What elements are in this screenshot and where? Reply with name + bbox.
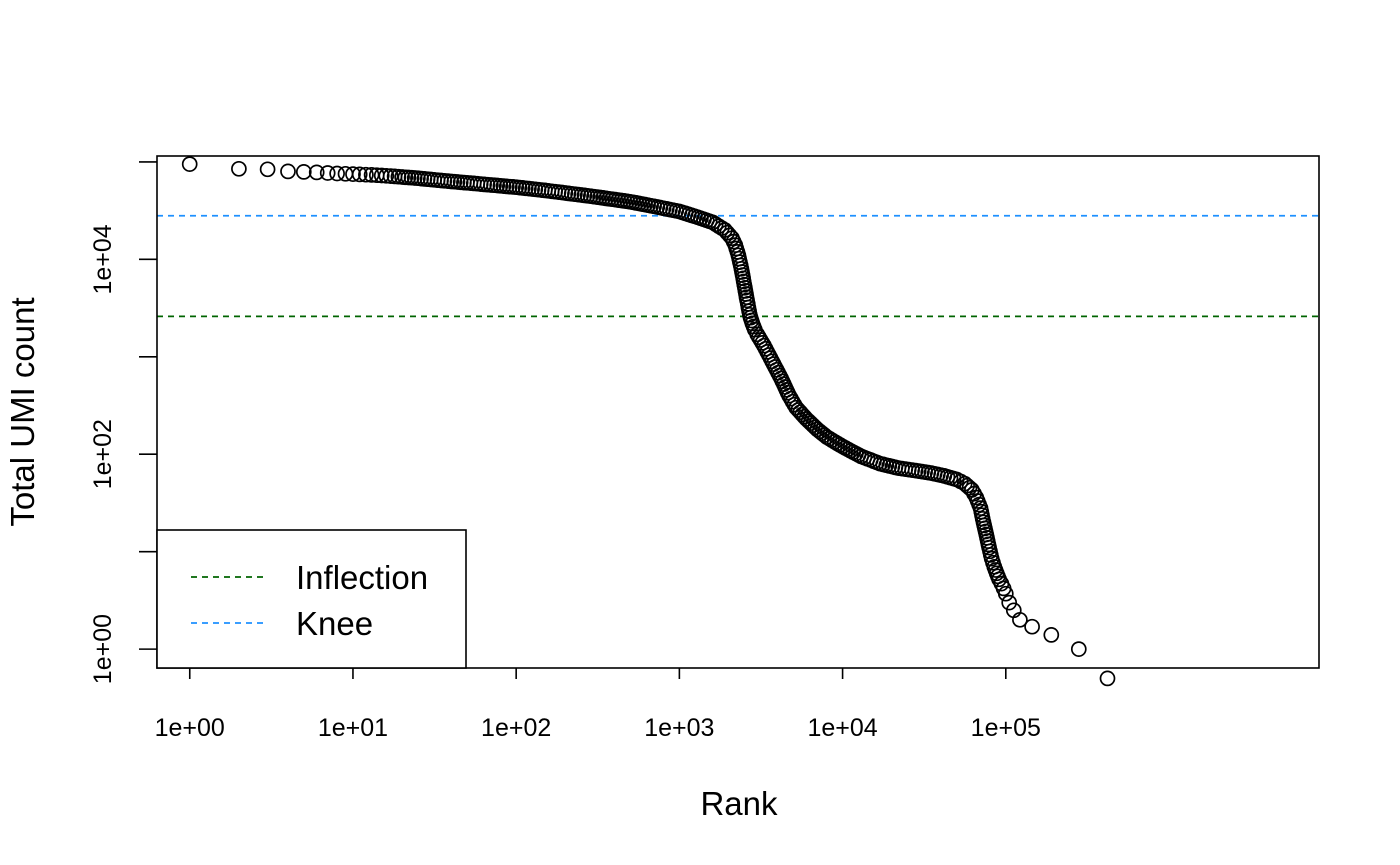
x-tick-label-5: 1e+05 xyxy=(971,714,1041,742)
y-axis: 1e+00 1e+02 1e+04 xyxy=(89,161,157,684)
data-point-1 xyxy=(231,160,247,177)
data-point-274 xyxy=(1043,627,1060,643)
x-tick-label-0: 1e+00 xyxy=(155,714,225,742)
data-point-273 xyxy=(1024,618,1040,635)
data-point-269 xyxy=(997,585,1014,602)
data-point-9 xyxy=(345,166,361,182)
data-point-272 xyxy=(1012,611,1028,628)
x-axis-label: Rank xyxy=(700,785,778,822)
legend-entries: Inflection Knee xyxy=(191,559,428,642)
x-axis: 1e+00 1e+01 1e+02 1e+03 1e+04 1e+05 xyxy=(155,668,1041,742)
y-axis-label: Total UMI count xyxy=(4,297,41,526)
legend-box xyxy=(156,529,467,669)
data-point-6 xyxy=(319,165,336,181)
threshold-lines xyxy=(157,214,1319,318)
data-point-5 xyxy=(308,164,325,181)
x-tick-label-2: 1e+02 xyxy=(481,714,551,742)
data-point-14 xyxy=(373,167,390,184)
data-points xyxy=(181,156,1116,687)
data-point-0 xyxy=(181,156,198,172)
data-point-7 xyxy=(329,165,345,182)
data-point-4 xyxy=(295,164,312,180)
y-tick-label-4: 1e+04 xyxy=(89,224,117,294)
data-point-2 xyxy=(259,161,276,178)
data-point-10 xyxy=(351,166,368,183)
legend-label-knee: Knee xyxy=(296,605,373,642)
data-point-3 xyxy=(280,163,296,180)
data-point-11 xyxy=(358,166,374,183)
data-point-15 xyxy=(378,167,395,184)
x-tick-label-4: 1e+04 xyxy=(807,714,877,742)
data-point-276 xyxy=(1099,670,1116,687)
data-point-275 xyxy=(1070,641,1087,657)
x-tick-label-3: 1e+03 xyxy=(644,714,714,742)
y-tick-label-0: 1e+00 xyxy=(89,614,117,684)
legend: Inflection Knee xyxy=(156,529,467,669)
plot-frame xyxy=(156,155,1320,669)
x-tick-label-1: 1e+01 xyxy=(318,714,388,742)
y-tick-label-2: 1e+02 xyxy=(89,419,117,489)
legend-label-inflection: Inflection xyxy=(296,559,428,596)
data-point-270 xyxy=(1001,594,1018,611)
